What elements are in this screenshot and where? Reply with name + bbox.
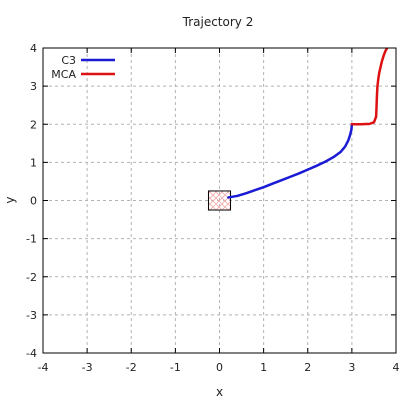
x-tick-label: -4 — [38, 361, 49, 374]
series-layer — [227, 48, 389, 199]
legend-label-c3: C3 — [61, 54, 76, 67]
obstacle-box — [207, 190, 232, 211]
x-tick-label: -3 — [82, 361, 93, 374]
y-tick-label: -3 — [26, 309, 37, 322]
x-tick-label: 0 — [216, 361, 223, 374]
x-tick-label: 4 — [393, 361, 400, 374]
x-tick-label: -2 — [126, 361, 137, 374]
legend-label-mca: MCA — [51, 68, 76, 81]
y-tick-label: -1 — [26, 233, 37, 246]
x-tick-label: -1 — [170, 361, 181, 374]
y-tick-label: 0 — [30, 195, 37, 208]
x-tick-label: 3 — [348, 361, 355, 374]
y-tick-label: 3 — [30, 80, 37, 93]
x-axis-label: x — [216, 385, 223, 399]
y-tick-label: 4 — [30, 42, 37, 55]
y-tick-label: 2 — [30, 118, 37, 131]
x-tick-label: 1 — [260, 361, 267, 374]
obstacle-layer — [207, 190, 232, 211]
y-tick-label: -2 — [26, 271, 37, 284]
series-line-mca — [350, 48, 389, 126]
x-tick-label: 2 — [304, 361, 311, 374]
grid-lines — [43, 48, 396, 353]
series-line-c3 — [227, 123, 354, 199]
y-axis-label: y — [3, 196, 17, 203]
chart-title: Trajectory 2 — [182, 15, 254, 29]
y-tick-label: -4 — [26, 347, 37, 360]
y-tick-label: 1 — [30, 156, 37, 169]
axis-ticks: -4 -3 -2 -1 0 1 2 3 4 -4 -3 -2 -1 0 1 2 3 4 — [26, 42, 399, 374]
